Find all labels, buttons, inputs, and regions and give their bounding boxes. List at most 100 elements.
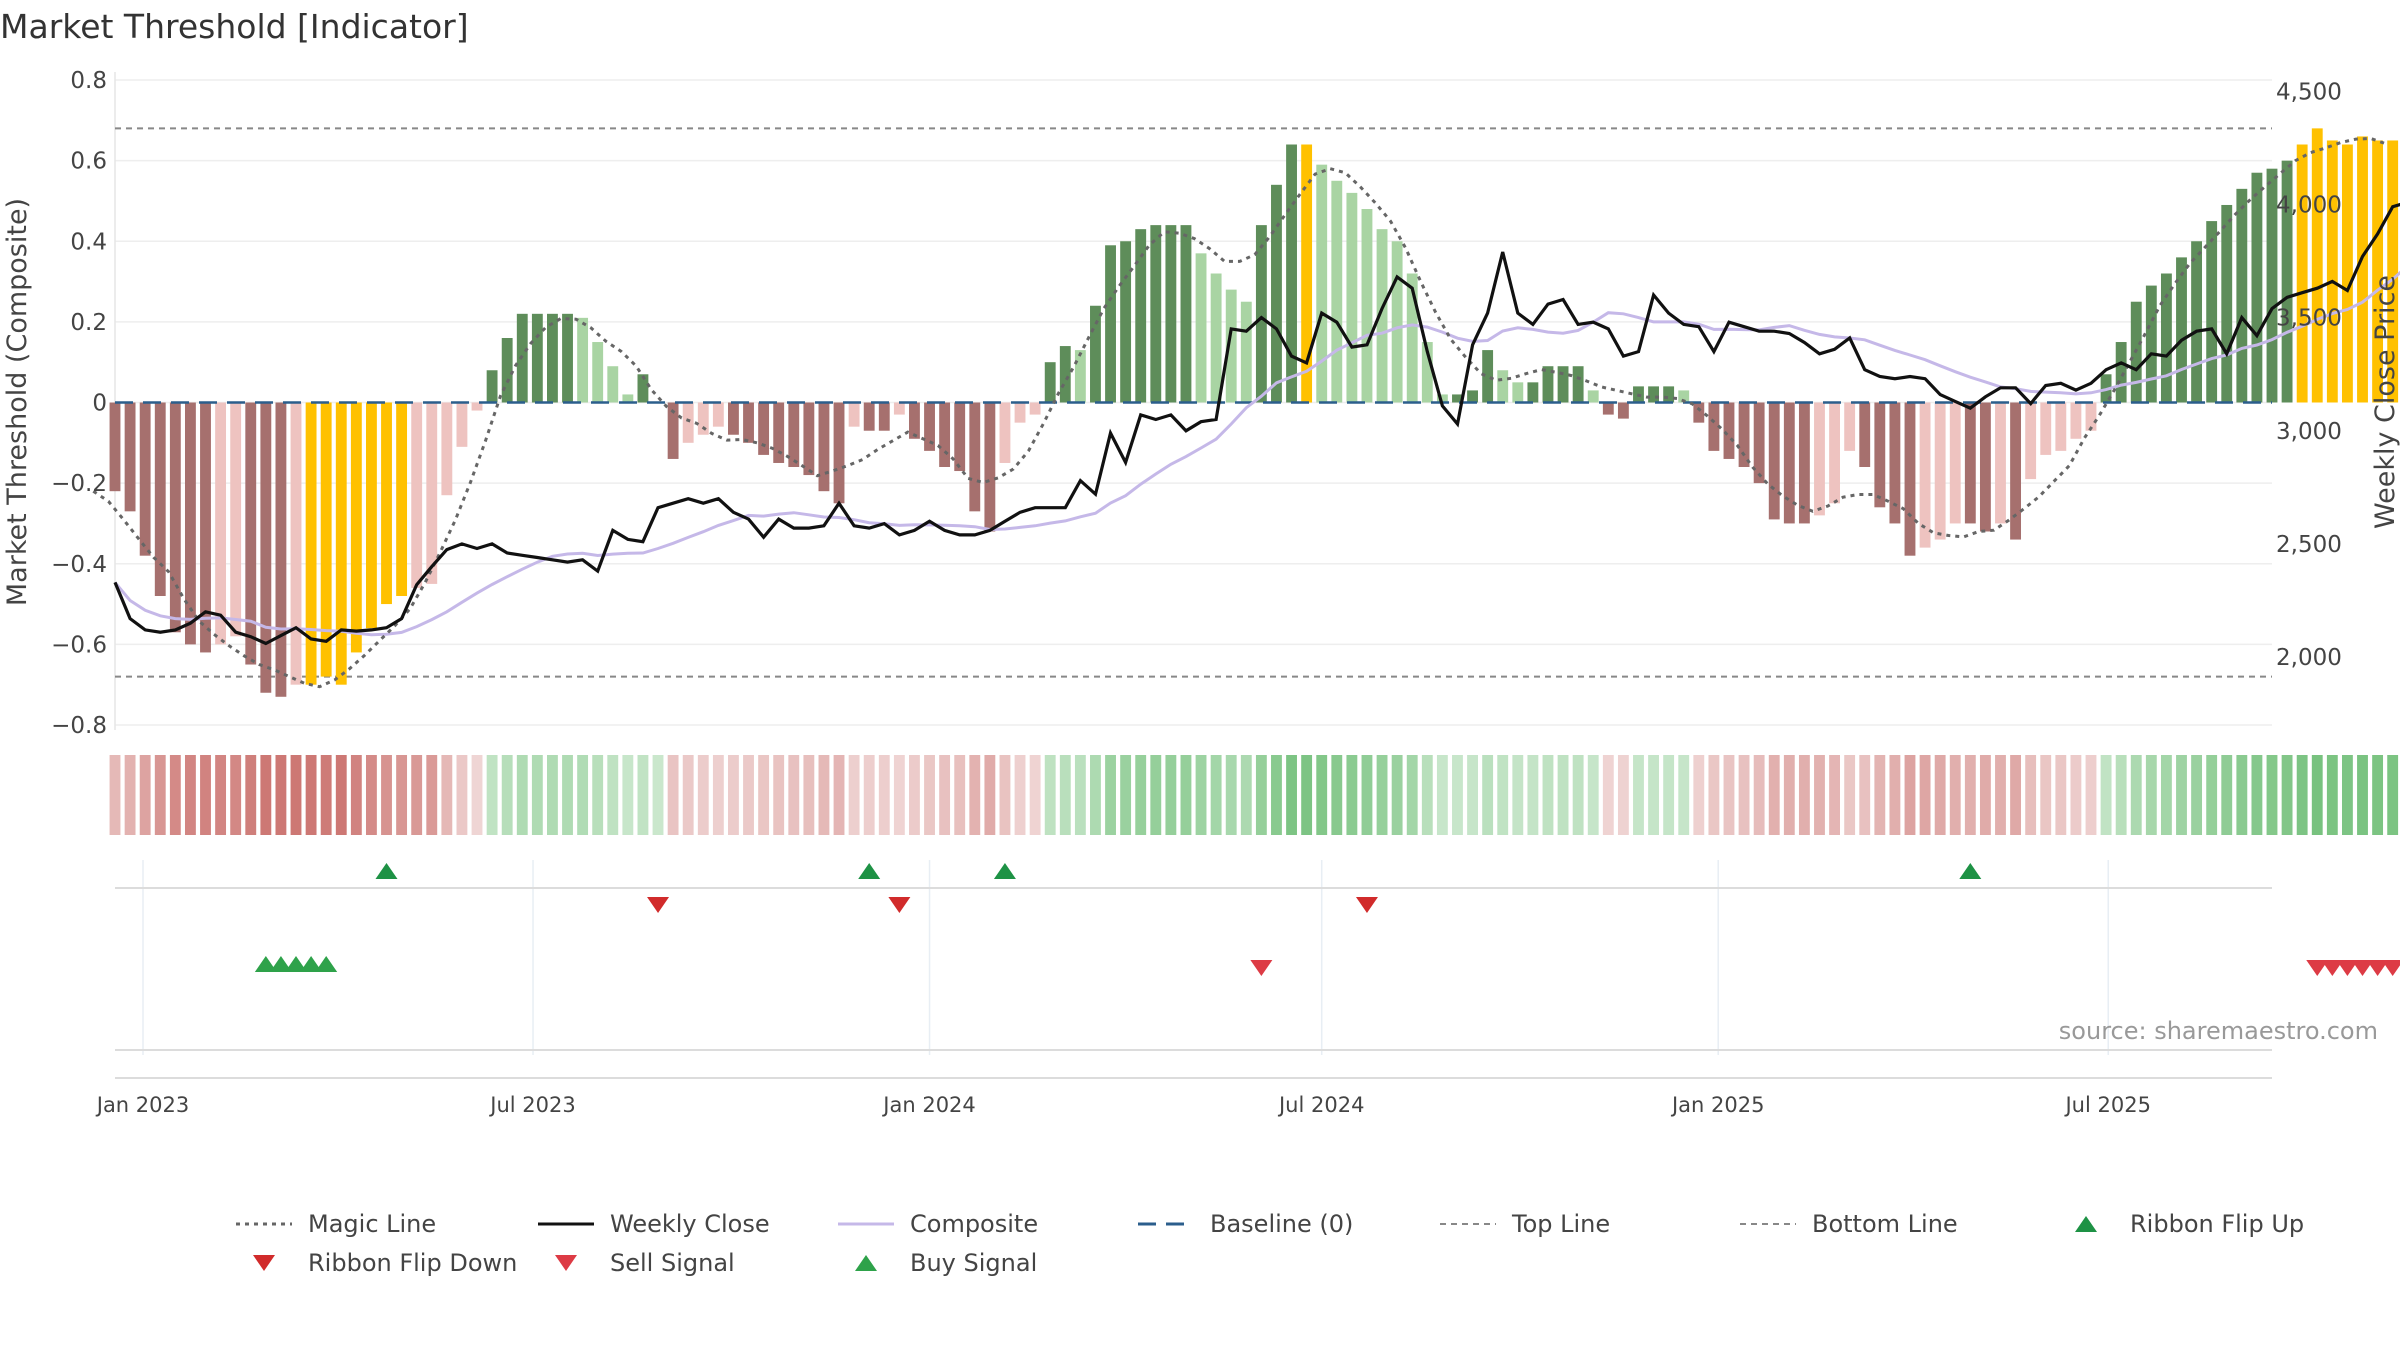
ribbon-cell	[215, 755, 227, 835]
left-tick-label: −0.2	[51, 471, 107, 497]
legend-label: Ribbon Flip Up	[2130, 1210, 2304, 1238]
ribbon-cell	[1482, 755, 1494, 835]
magic-line	[92, 136, 2387, 689]
ribbon-cell	[607, 755, 619, 835]
composite-bar	[1255, 225, 1267, 403]
ribbon-cell	[1120, 755, 1132, 835]
composite-bar	[2070, 402, 2082, 439]
legend-item-buy: Buy Signal	[855, 1249, 1037, 1277]
ribbon-cell	[2311, 755, 2323, 835]
composite-bar	[109, 402, 121, 492]
legend-label: Ribbon Flip Down	[308, 1249, 517, 1277]
composite-bar	[1029, 402, 1041, 415]
composite-bar	[939, 402, 951, 467]
ribbon-cell	[863, 755, 875, 835]
composite-bar	[1195, 253, 1207, 403]
composite-bar	[1331, 180, 1343, 403]
ribbon-cell	[818, 755, 830, 835]
ribbon-cell	[2160, 755, 2172, 835]
composite-bar	[2206, 221, 2218, 403]
ribbon-flip-down-marker	[1355, 897, 1378, 913]
composite-bar	[1512, 382, 1524, 403]
left-tick-label: 0.6	[70, 149, 107, 175]
ribbon-cell	[2176, 755, 2187, 835]
ribbon-cell	[411, 755, 423, 835]
composite-bar	[909, 402, 920, 439]
ribbon-cell	[486, 755, 498, 835]
ribbon-cell	[426, 755, 438, 835]
composite-bar	[169, 402, 181, 633]
buy-signal-marker	[315, 956, 338, 972]
composite-bar	[1602, 402, 1614, 415]
ribbon-cell	[1527, 755, 1539, 835]
x-tick-label: Jul 2024	[1277, 1093, 1364, 1117]
sell-signal-marker	[2306, 960, 2329, 976]
composite-bar	[577, 317, 589, 403]
composite-bar	[350, 402, 362, 653]
ribbon-cell	[320, 755, 332, 835]
composite-bar	[1452, 394, 1463, 403]
ribbon-cell	[1436, 755, 1448, 835]
ribbon-cell	[275, 755, 287, 835]
ribbon-cell	[1602, 755, 1614, 835]
ribbon-cell	[1934, 755, 1946, 835]
composite-bar	[2236, 188, 2248, 403]
trend-ribbon	[109, 755, 2399, 835]
composite-bar	[1180, 225, 1192, 403]
composite-bar	[1874, 402, 1886, 508]
sell-signal-marker	[1250, 960, 1273, 976]
ribbon-cell	[969, 755, 981, 835]
composite-bar	[969, 402, 981, 512]
composite-bar	[924, 402, 935, 451]
ribbon-cell	[200, 755, 211, 835]
ribbon-cell	[1648, 755, 1659, 835]
ribbon-cell	[1180, 755, 1192, 835]
ribbon-cell	[335, 755, 347, 835]
composite-bar	[1135, 229, 1147, 403]
composite-bar	[184, 402, 196, 645]
composite-bar	[1738, 402, 1750, 467]
source-credit: source: sharemaestro.com	[2059, 1017, 2378, 1045]
legend-label: Sell Signal	[610, 1249, 735, 1277]
y-axis-ticks: −0.8 −0.6 −0.4 −0.2 0 0.2 0.4 0.6 0.8 2,000 2,500 3…	[51, 68, 2342, 739]
ribbon-cell	[1406, 755, 1418, 835]
ribbon-cell	[758, 755, 770, 835]
composite-bar	[1240, 301, 1252, 403]
ribbon-cell	[712, 755, 724, 835]
composite-bar	[1014, 402, 1026, 423]
composite-bar	[215, 402, 227, 645]
ribbon-cell	[1165, 755, 1177, 835]
composite-bar	[1814, 402, 1825, 516]
ribbon-cell	[1693, 755, 1705, 835]
legend-swatch	[555, 1255, 577, 1271]
ribbon-cell	[1090, 755, 1101, 835]
composite-bar	[547, 313, 558, 403]
ribbon-cell	[1497, 755, 1509, 835]
ribbon-cell	[1376, 755, 1388, 835]
ribbon-cell	[637, 755, 649, 835]
ribbon-cell	[1059, 755, 1071, 835]
legend-label: Baseline (0)	[1210, 1210, 1353, 1238]
composite-bar	[124, 402, 136, 512]
composite-bar	[893, 402, 905, 415]
ribbon-cell	[365, 755, 377, 835]
composite-bar	[1120, 241, 1132, 403]
ribbon-cell	[2296, 755, 2308, 835]
ribbon-cell	[1768, 755, 1780, 835]
ribbon-cell	[1361, 755, 1373, 835]
right-tick-label: 2,500	[2276, 532, 2342, 558]
composite-bar	[1497, 370, 1509, 403]
composite-bar	[1979, 402, 1991, 532]
ribbon-cell	[456, 755, 468, 835]
legend-item-close: Weekly Close	[538, 1210, 770, 1238]
legend-label: Magic Line	[308, 1210, 436, 1238]
ribbon-cell	[2145, 755, 2157, 835]
composite-bar	[728, 402, 739, 435]
composite-bar	[1934, 402, 1946, 540]
legend-item-sell: Sell Signal	[555, 1249, 735, 1277]
composite-bar	[1798, 402, 1810, 524]
legend-label: Buy Signal	[910, 1249, 1037, 1277]
buy-signal-marker	[285, 956, 308, 972]
composite-bar	[1421, 342, 1433, 403]
